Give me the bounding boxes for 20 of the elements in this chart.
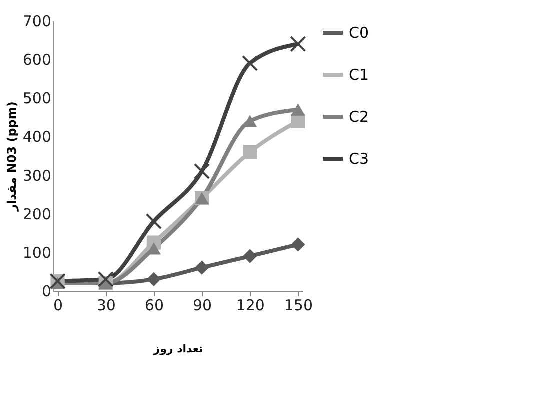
legend-label: C0 [349,24,370,42]
y-tick-label: 700 [22,12,52,30]
x-tick-label: 60 [144,296,164,314]
legend-label: C2 [349,108,370,126]
y-tick-label: 400 [22,128,52,146]
x-tick-label: 90 [192,296,212,314]
y-tick-label: 600 [22,51,52,70]
y-tick-label: 200 [22,205,52,224]
y-axis-title: مقدار N03 (ppm) [4,102,19,212]
x-tick-label: 0 [54,296,64,314]
y-tick-label: 300 [22,166,52,185]
y-tick-label: 500 [22,90,52,108]
y-tick-label: 0 [42,282,52,300]
y-tick-label: 100 [22,244,52,262]
x-axis-title: تعداد روز [152,342,204,356]
x-tick-label: 150 [284,296,314,314]
legend-label: C3 [349,150,370,168]
x-tick-label: 30 [96,296,116,314]
x-tick-label: 120 [236,296,265,314]
legend-label: C1 [349,66,370,84]
